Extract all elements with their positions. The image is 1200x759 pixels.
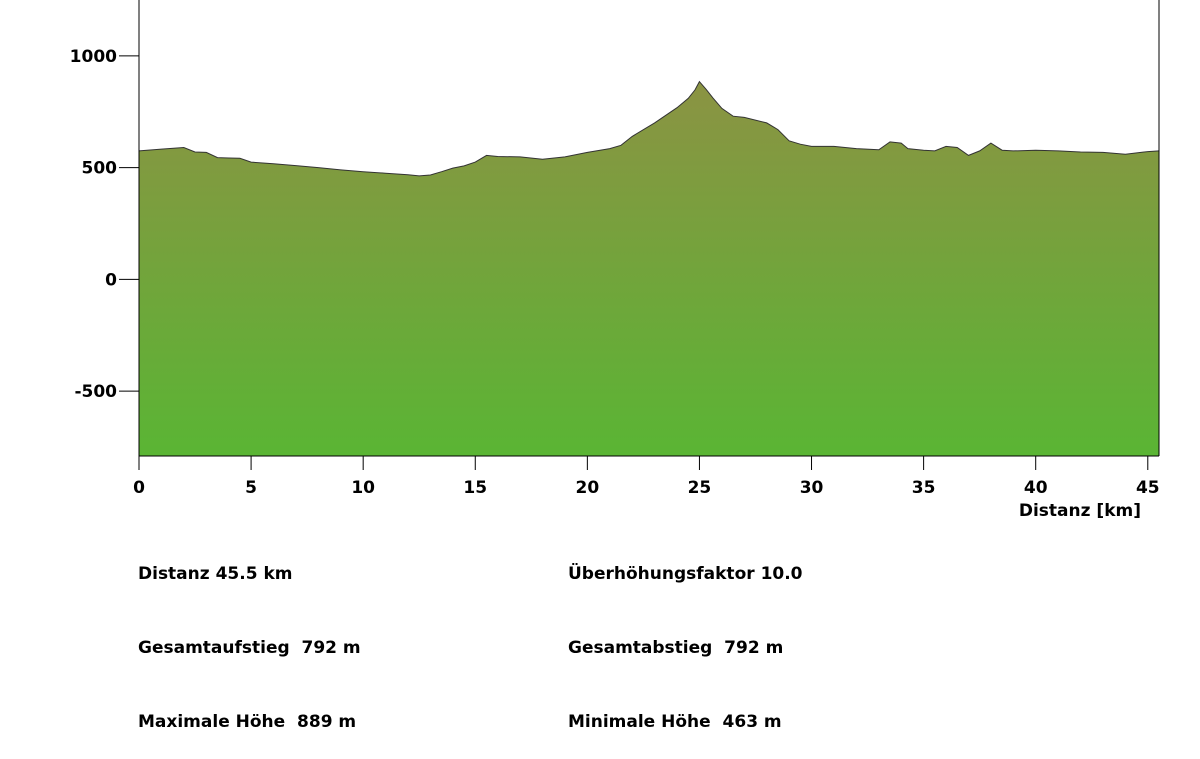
stat-max-elevation: Maximale Höhe 889 m <box>138 712 357 732</box>
stat-min-elevation: Minimale Höhe 463 m <box>568 712 782 732</box>
stat-distance: Distanz 45.5 km <box>138 564 293 584</box>
y-tick-label: 0 <box>105 270 117 290</box>
stats-left: Distanz 45.5 km Gesamtaufstieg 792 m Max… <box>138 517 361 759</box>
x-tick-label: 0 <box>133 478 145 498</box>
x-tick-label: 10 <box>351 478 375 498</box>
x-tick-label: 30 <box>800 478 824 498</box>
elevation-area <box>139 81 1159 456</box>
x-tick-label: 5 <box>245 478 257 498</box>
stats-right: Überhöhungsfaktor 10.0 Gesamtabstieg 792… <box>568 517 803 759</box>
x-axis-title: Distanz [km] <box>1019 501 1141 521</box>
stat-total-descent: Gesamtabstieg 792 m <box>568 638 784 658</box>
stat-exaggeration-factor: Überhöhungsfaktor 10.0 <box>568 564 803 584</box>
elevation-chart: -500 0 500 1000 0 5 10 15 20 25 30 35 40 45 Distanz … <box>70 0 1160 521</box>
x-ticks: 0 5 10 15 20 25 30 35 40 45 <box>133 456 1160 498</box>
x-tick-label: 15 <box>463 478 487 498</box>
x-tick-label: 25 <box>688 478 712 498</box>
y-tick-label: 1000 <box>70 47 117 67</box>
x-tick-label: 40 <box>1024 478 1048 498</box>
x-tick-label: 35 <box>912 478 936 498</box>
stat-total-ascent: Gesamtaufstieg 792 m <box>138 638 361 658</box>
y-ticks: -500 0 500 1000 <box>70 47 139 402</box>
elevation-line <box>138 80 1160 177</box>
x-tick-label: 20 <box>576 478 600 498</box>
x-tick-label: 45 <box>1136 478 1160 498</box>
y-tick-label: -500 <box>74 382 117 402</box>
y-tick-label: 500 <box>82 159 118 179</box>
